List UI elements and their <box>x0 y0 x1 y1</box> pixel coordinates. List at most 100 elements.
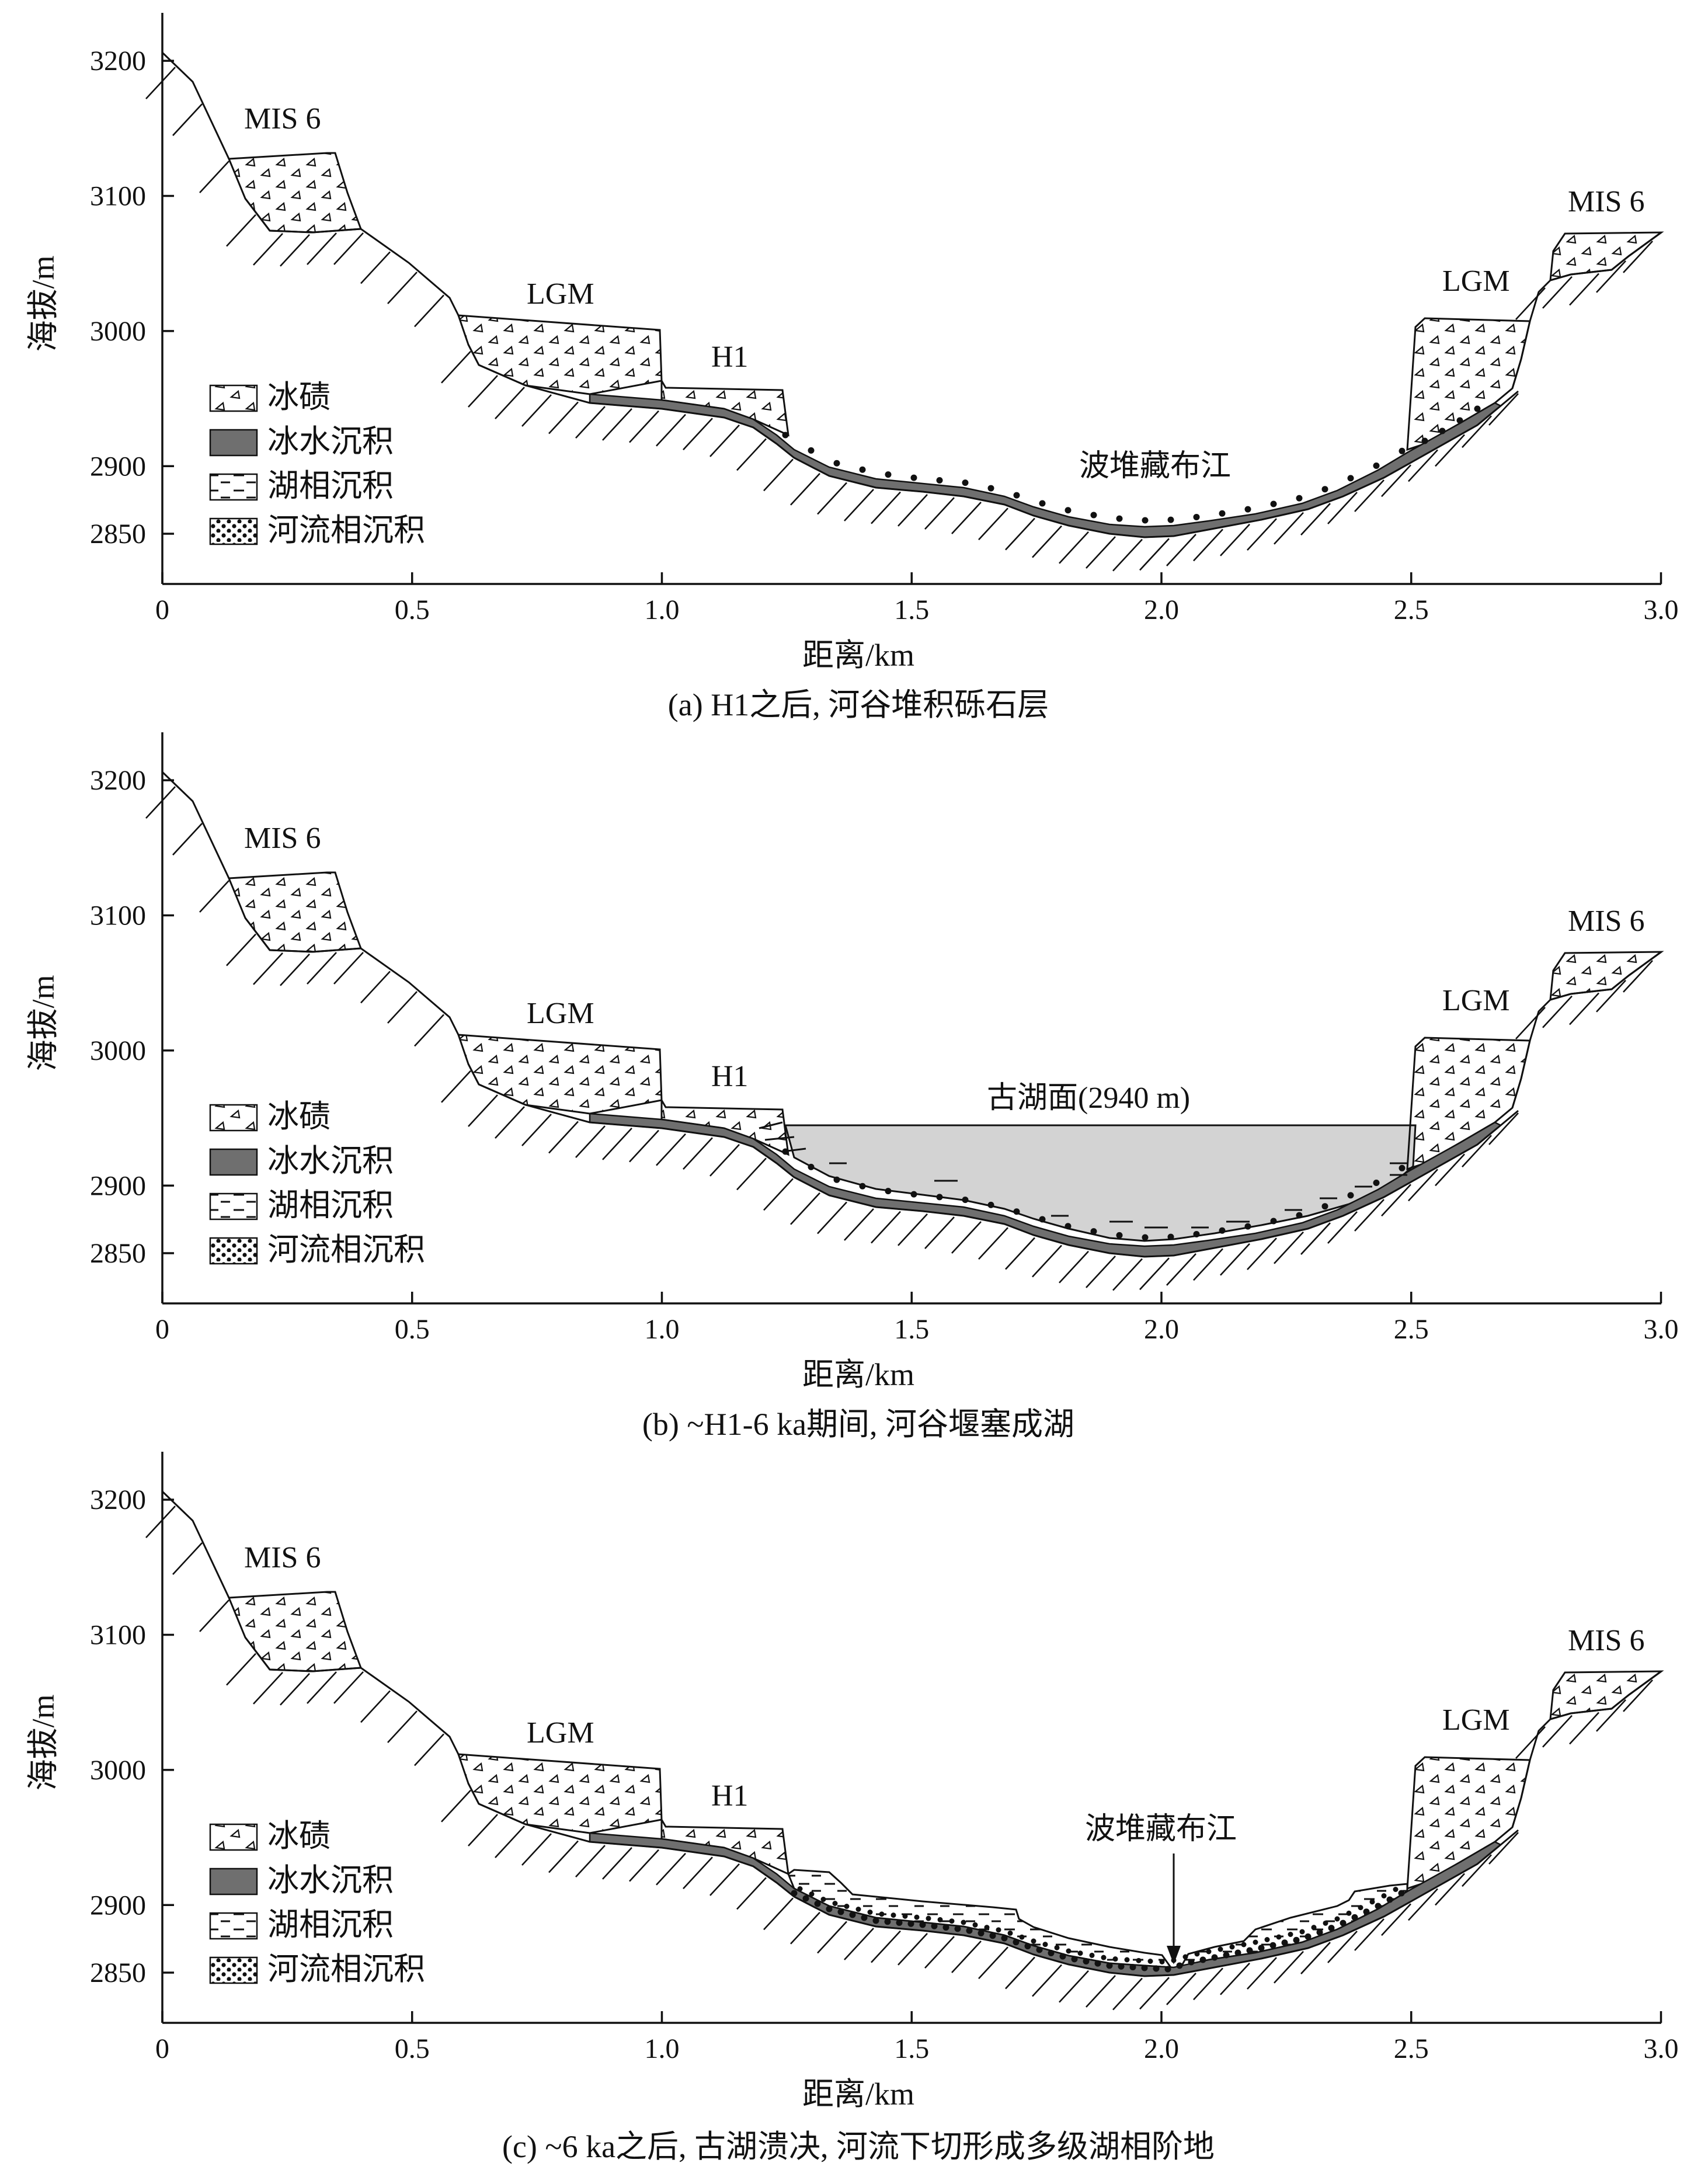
gravel-dot <box>1276 1934 1282 1940</box>
gravel-dot <box>1129 1964 1136 1971</box>
hatch-line <box>253 952 283 985</box>
y-tick-label: 3000 <box>90 316 146 347</box>
gravel-dot <box>1013 1208 1020 1215</box>
legend-label-glacio-fluvial: 冰水沉积 <box>267 1863 394 1898</box>
gravel-dot <box>1106 1962 1113 1969</box>
hatch-line <box>1247 1957 1277 1990</box>
hatch-line <box>656 413 686 447</box>
hatch-line <box>1112 1977 1143 2011</box>
gravel-dot <box>1199 1956 1206 1963</box>
hatch-line <box>844 1208 874 1241</box>
legend-swatch-fluvial <box>209 517 258 545</box>
hatch-line <box>629 1849 659 1882</box>
panel-caption: (c) ~6 ka之后, 古湖溃决, 河流下切形成多级湖相阶地 <box>502 2129 1215 2164</box>
gravel-dot <box>1142 1234 1149 1241</box>
hatch-line <box>817 482 847 515</box>
gravel-dot <box>859 466 866 473</box>
hatch-line <box>521 1114 552 1146</box>
hatch-line <box>736 1877 767 1910</box>
hatch-line <box>709 1863 740 1896</box>
gravel-dot <box>1270 1218 1277 1225</box>
gravel-dot <box>1229 1944 1235 1950</box>
gravel-dot <box>1398 1890 1405 1897</box>
hatch-line <box>1542 995 1573 1028</box>
axes <box>161 1452 1662 2024</box>
hatch-line <box>280 953 310 986</box>
hatch-line <box>602 1127 632 1160</box>
legend-swatch-lacustrine <box>209 473 258 501</box>
hatch-line <box>1327 1931 1358 1963</box>
hatch-line <box>1032 525 1062 558</box>
lgm-left-moraine <box>457 1753 663 1834</box>
gravel-dot <box>1211 1954 1218 1961</box>
mis6-right-moraine <box>1549 951 1664 1001</box>
hatch-line <box>1462 1135 1492 1168</box>
hatch-line <box>790 1911 820 1945</box>
gravel-dot <box>1141 1964 1148 1971</box>
gravel-dot <box>1188 1959 1195 1966</box>
gravel-dot <box>1234 1949 1241 1956</box>
hatch-line <box>817 1921 847 1954</box>
gravel-dot <box>1182 1954 1188 1960</box>
gravel-dot <box>884 1918 891 1925</box>
gravel-dot <box>989 1932 996 1939</box>
panel-caption: (b) ~H1-6 ka期间, 河谷堰塞成湖 <box>642 1407 1074 1442</box>
label-h1: H1 <box>711 1779 749 1813</box>
hatch-line <box>360 1690 391 1723</box>
hatch-line <box>951 502 982 534</box>
gravel-dot <box>837 1908 844 1915</box>
legend-label-glacio-fluvial: 冰水沉积 <box>267 1143 394 1178</box>
river-arrowhead <box>1167 1946 1181 1964</box>
gravel-dot <box>797 1886 803 1891</box>
hatch-line <box>1381 1184 1411 1217</box>
gravel-dot <box>1363 1908 1370 1915</box>
hatch-line <box>1462 1854 1492 1887</box>
x-tick-label: 3.0 <box>1644 594 1679 625</box>
gravel-dot <box>1164 1966 1171 1973</box>
gravel-dot <box>1270 500 1277 507</box>
label-lgm-right: LGM <box>1442 265 1510 298</box>
hatch-line <box>1005 1237 1035 1270</box>
gravel-dot <box>808 1163 815 1170</box>
legend-label-glacio-fluvial: 冰水沉积 <box>267 424 394 459</box>
hatch-line <box>172 823 203 856</box>
hatch-line <box>1059 531 1089 564</box>
hatch-line <box>763 1897 794 1931</box>
hatch-line <box>1569 1712 1599 1745</box>
x-tick-label: 1.5 <box>894 2033 929 2064</box>
gravel-dot <box>1167 1233 1174 1240</box>
legend-label-lacustrine: 湖相沉积 <box>267 468 394 503</box>
legend-swatch-fluvial <box>209 1956 258 1984</box>
hatch-line <box>387 991 418 1024</box>
gravel-dot <box>987 485 994 492</box>
hatch-line <box>333 1671 364 1704</box>
legend-swatch-glacio-fluvial <box>209 1868 258 1896</box>
lake-dash <box>759 1121 783 1129</box>
y-tick-label: 3100 <box>90 181 146 212</box>
hatch-line <box>1086 1256 1116 1288</box>
hatch-line <box>683 1137 713 1170</box>
hatch-line <box>1059 1970 1089 2003</box>
hatch-line <box>629 1129 659 1163</box>
label-lgm-left: LGM <box>527 1716 594 1750</box>
x-tick-label: 2.0 <box>1144 1314 1179 1345</box>
hatch-line <box>307 952 337 985</box>
y-tick-label: 3200 <box>90 765 146 796</box>
gravel-dot <box>1039 1216 1046 1223</box>
fluvial-dots <box>782 405 1481 524</box>
x-tick-label: 0 <box>155 1314 169 1345</box>
gravel-dot <box>1206 1949 1212 1955</box>
hatch-line <box>1300 503 1331 535</box>
gravel-dot <box>1090 512 1097 519</box>
gravel-dot <box>1373 1179 1380 1186</box>
gravel-dot <box>1019 1934 1025 1940</box>
gravel-dot <box>1013 492 1020 499</box>
gravel-dot <box>1219 510 1226 517</box>
gravel-dot <box>1244 506 1251 513</box>
gravel-dot <box>808 447 815 454</box>
bedrock-hatching <box>145 786 1653 1291</box>
hatch-line <box>709 424 740 457</box>
hatch-line <box>360 251 391 284</box>
